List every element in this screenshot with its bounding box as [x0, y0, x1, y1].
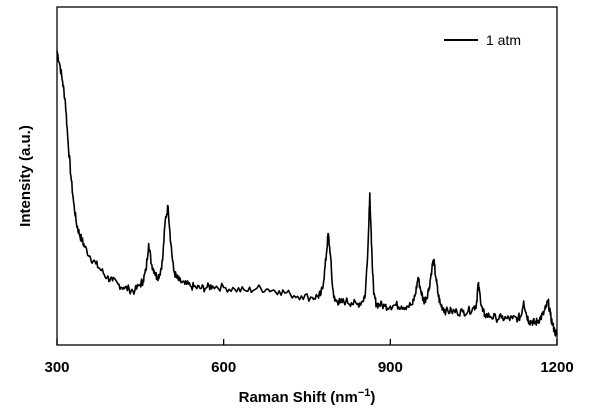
x-tick-label-600: 600 [211, 359, 236, 376]
x-tick-label-900: 900 [378, 359, 403, 376]
legend-label: 1 atm [486, 32, 521, 48]
x-axis-tick-labels: 300 600 900 1200 [44, 359, 573, 376]
series-line-1-atm [56, 50, 558, 337]
legend: 1 atm [444, 32, 521, 48]
y-axis-title: Intensity (a.u.) [17, 125, 34, 227]
x-tick-label-1200: 1200 [540, 359, 573, 376]
x-axis-ticks [56, 339, 558, 345]
x-axis-title: Raman Shift (nm−1) [239, 387, 376, 406]
plot-frame [56, 6, 558, 346]
x-tick-label-300: 300 [44, 359, 69, 376]
